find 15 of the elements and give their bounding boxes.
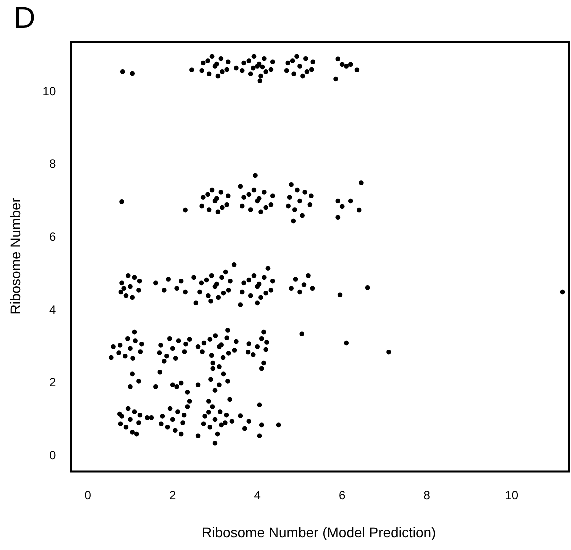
- y-tick-label: 4: [49, 302, 56, 317]
- y-tick-label: 10: [42, 84, 56, 98]
- x-tick-label: 0: [84, 488, 92, 502]
- x-tick-label: 10: [505, 488, 519, 502]
- y-tick-label: 6: [49, 230, 56, 244]
- x-tick-label: 2: [170, 488, 177, 502]
- y-tick-label: 8: [49, 157, 56, 172]
- y-axis-title: Ribosome Number: [7, 198, 24, 315]
- y-tick-label: 2: [49, 376, 56, 390]
- x-axis-title: Ribosome Number (Model Prediction): [202, 524, 436, 540]
- y-tick-label: 0: [49, 448, 56, 462]
- x-tick-label: 4: [254, 488, 262, 502]
- x-tick-label: 6: [339, 488, 346, 502]
- text: D: [14, 2, 36, 36]
- x-tick-label: 8: [424, 488, 431, 502]
